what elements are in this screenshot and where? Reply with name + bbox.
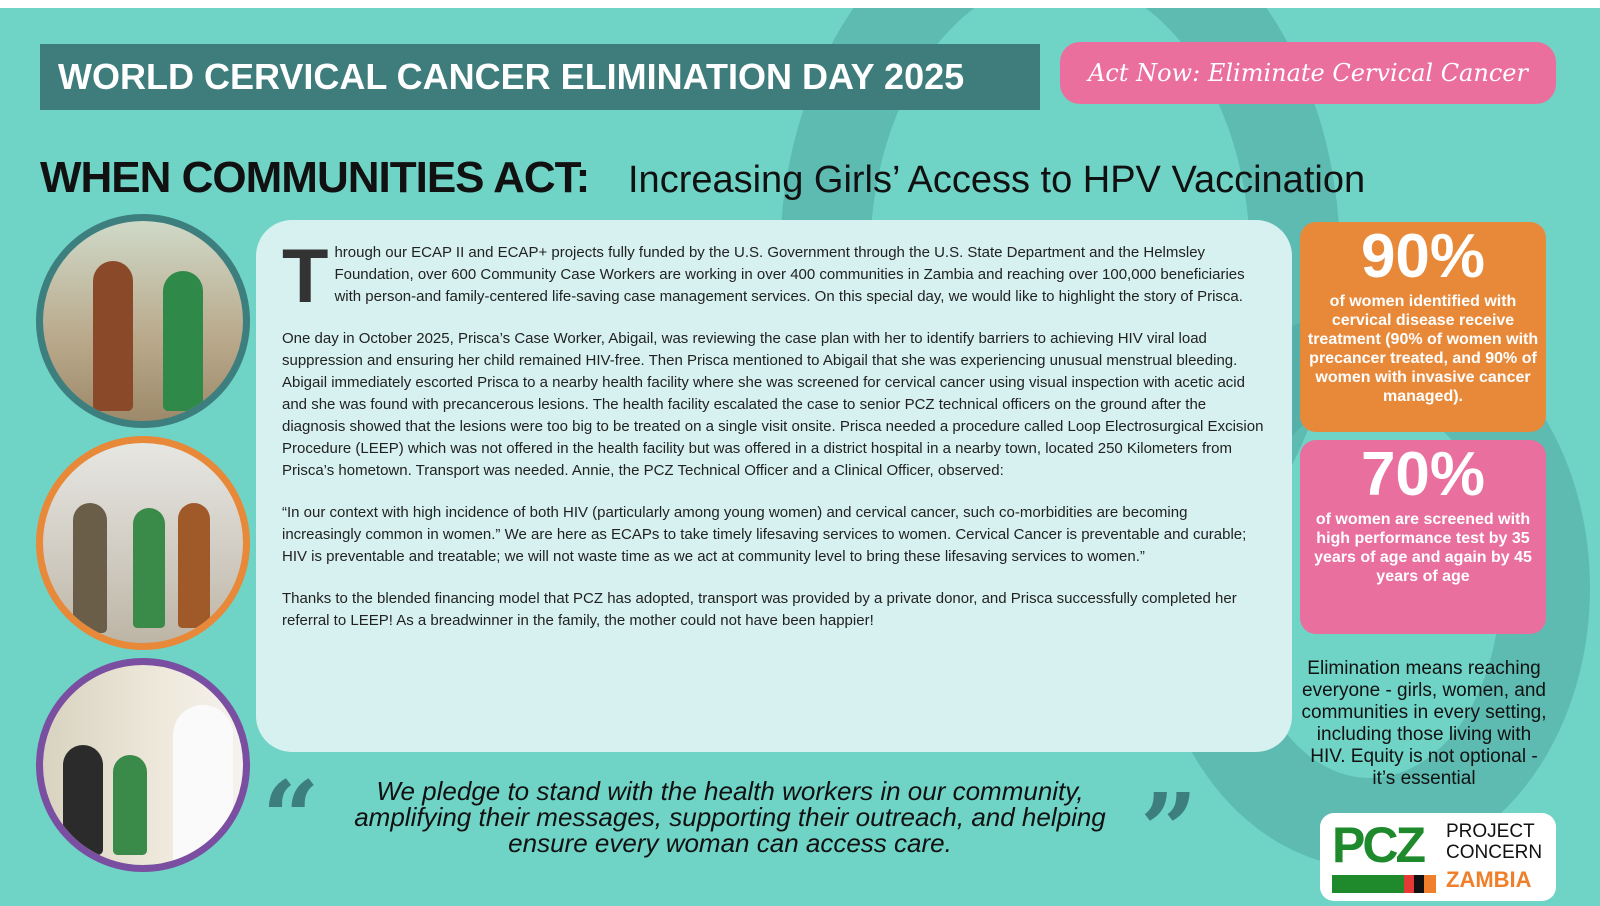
stat-card-treatment: 90% of women identified with cervical di… bbox=[1300, 222, 1546, 432]
page-title: WORLD CERVICAL CANCER ELIMINATION DAY 20… bbox=[40, 44, 1040, 110]
open-quote-icon: “ bbox=[262, 759, 320, 877]
pledge-quote: We pledge to stand with the health worke… bbox=[354, 776, 1106, 858]
pcz-logo: PCZ PROJECT CONCERN ZAMBIA bbox=[1320, 813, 1556, 901]
stat-value: 90% bbox=[1360, 222, 1486, 291]
story-quote: “In our context with high incidence of b… bbox=[282, 504, 1247, 565]
story-paragraph: One day in October 2025, Prisca’s Case W… bbox=[282, 330, 1264, 479]
photo-clinic-visit bbox=[36, 658, 250, 872]
close-quote-icon: ” bbox=[1140, 771, 1198, 889]
poster: WORLD CERVICAL CANCER ELIMINATION DAY 20… bbox=[0, 8, 1600, 906]
equity-statement: Elimination means reaching everyone - gi… bbox=[1301, 658, 1547, 789]
drop-cap: T bbox=[282, 234, 329, 319]
stat-value: 70% bbox=[1360, 440, 1486, 509]
subheadline: Increasing Girls’ Access to HPV Vaccinat… bbox=[628, 159, 1366, 201]
photo-women-walking bbox=[36, 214, 250, 428]
tagline-badge: Act Now: Eliminate Cervical Cancer bbox=[1060, 42, 1556, 104]
photo-community-workers bbox=[36, 436, 250, 650]
story-paragraph: Thanks to the blended financing model th… bbox=[282, 590, 1237, 629]
headline: WHEN COMMUNITIES ACT: bbox=[40, 153, 590, 202]
stat-description: of women identified with cervical diseas… bbox=[1307, 293, 1539, 405]
stat-description: of women are screened with high performa… bbox=[1314, 511, 1532, 585]
stat-card-screening: 70% of women are screened with high perf… bbox=[1300, 440, 1546, 634]
